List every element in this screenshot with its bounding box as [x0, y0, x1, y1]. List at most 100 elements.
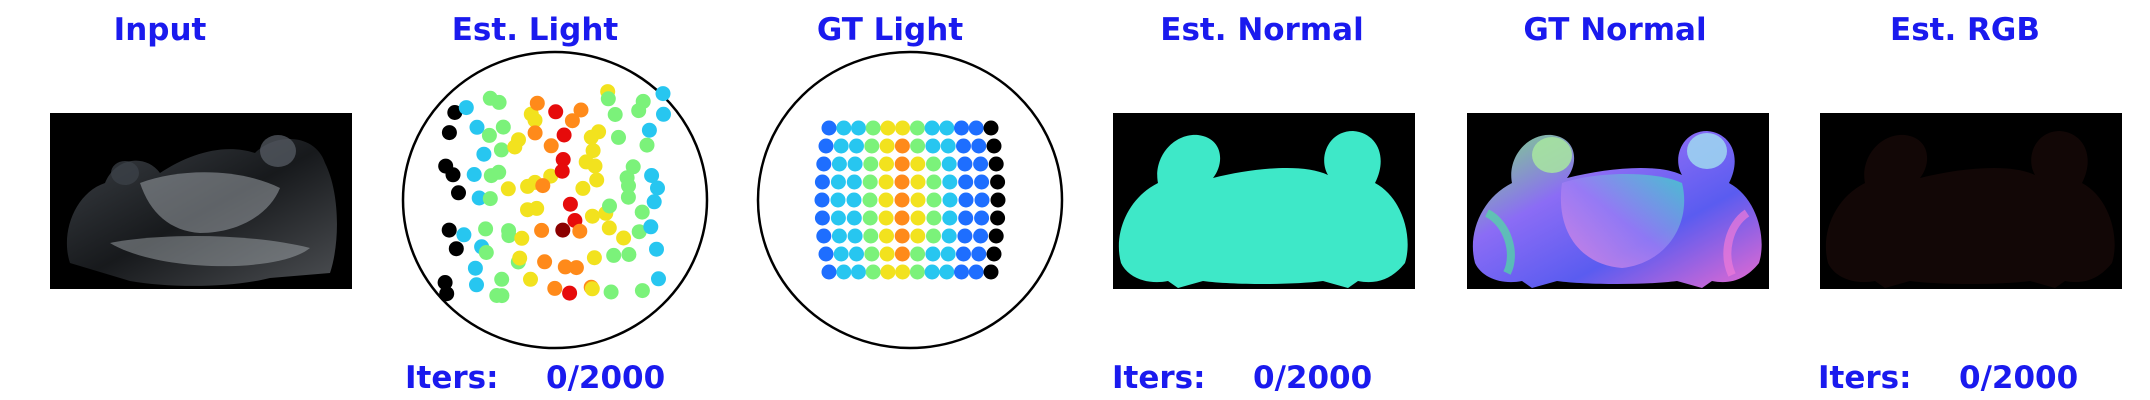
gt-light-point: [878, 192, 894, 208]
gt-light-point: [974, 192, 990, 208]
est-light-point: [494, 288, 510, 304]
gt-light-point: [957, 156, 973, 172]
est-light-point: [554, 163, 570, 179]
est-light-boundary: [401, 50, 709, 350]
gt-light-point: [833, 246, 849, 262]
gt-light-point: [940, 138, 956, 154]
gt-light-point: [926, 210, 942, 226]
est-light-point: [562, 285, 578, 301]
est-light-point: [523, 271, 538, 287]
est-light-point: [631, 224, 647, 240]
est-rgb-image: [1820, 113, 2122, 289]
gt-light-point: [910, 246, 926, 262]
est-light-point: [606, 247, 622, 263]
gt-light-point: [942, 192, 958, 208]
gt-light-point: [986, 138, 1002, 154]
gt-light-point: [988, 228, 1004, 244]
gt-light-point: [910, 228, 926, 244]
gt-light-point: [878, 174, 894, 190]
gt-light-point: [851, 120, 866, 136]
iters-label: Iters:: [1112, 360, 1206, 396]
est-light-point: [562, 196, 578, 212]
est-light-point: [555, 222, 571, 238]
est-light-point: [537, 254, 553, 270]
gt-light-point: [864, 246, 880, 262]
gt-normal-image: [1467, 113, 1769, 289]
gt-light-point: [863, 228, 879, 244]
est-normal-image: [1113, 113, 1415, 289]
gt-light-point: [990, 174, 1006, 190]
gt-light-point: [971, 138, 987, 154]
est-light-point: [451, 185, 466, 201]
est-light-point: [589, 172, 605, 188]
gt-light-point: [830, 210, 846, 226]
est-light-point: [650, 180, 665, 196]
gt-light-point: [894, 138, 910, 154]
gt-light-point: [816, 228, 832, 244]
gt-light-point: [847, 156, 863, 172]
gt-light-point: [846, 192, 862, 208]
est-light-point: [556, 127, 572, 143]
gt-light-point: [910, 210, 926, 226]
est-light-point: [494, 271, 510, 287]
est-light-point: [573, 102, 589, 118]
est-light-point: [493, 142, 509, 158]
gt-light-point: [878, 210, 894, 226]
gt-light-point: [939, 264, 955, 280]
gt-light-point: [851, 264, 866, 280]
gt-light-point: [879, 156, 894, 172]
est-light-point: [445, 167, 461, 183]
gt-light-point: [983, 264, 999, 280]
est-light-point: [511, 132, 526, 148]
est-light-point: [601, 220, 617, 236]
est-light-point: [529, 95, 545, 111]
est-light-point: [649, 241, 664, 257]
gt-light-point: [954, 120, 969, 136]
est-light-point: [469, 277, 484, 293]
est-light-point: [467, 260, 483, 276]
gt-light-point: [894, 192, 910, 208]
gt-light-point: [986, 246, 1002, 262]
gt-light-point: [926, 174, 942, 190]
gt-light-point: [849, 246, 864, 262]
est-light-point: [527, 125, 543, 141]
est-light-point: [557, 259, 573, 275]
gt-light-point: [924, 264, 940, 280]
gt-light-point: [862, 192, 878, 208]
gt-light-point: [910, 192, 926, 208]
gt-light-point: [926, 192, 942, 208]
gt-light-point: [925, 246, 941, 262]
est-light-point: [495, 119, 511, 135]
est-light-point: [529, 200, 545, 216]
gt-light-point: [895, 264, 911, 280]
est-light-point: [543, 138, 559, 154]
est-light-point: [471, 190, 487, 206]
est-light-point: [548, 104, 564, 120]
est-light-point: [603, 284, 619, 300]
gt-light-points: [814, 120, 1006, 280]
est-rgb-iters: Iters: 0/2000: [1818, 358, 2118, 398]
gt-light-point: [894, 228, 910, 244]
est-light-point: [602, 198, 617, 214]
est-light-point: [583, 129, 599, 145]
gt-light-point: [990, 192, 1006, 208]
est-light-point: [651, 271, 666, 287]
gt-light-point: [879, 138, 895, 154]
gt-light-point: [958, 192, 974, 208]
gt-light-point: [846, 174, 862, 190]
est-light-point: [514, 230, 530, 246]
gt-light-point: [821, 264, 837, 280]
input-image: [50, 113, 352, 289]
gt-light-point: [830, 174, 846, 190]
est-normal-silhouette: [1118, 131, 1408, 288]
est-light-point: [655, 86, 671, 102]
gt-light-point: [942, 210, 958, 226]
est-light-point: [641, 122, 657, 138]
est-light-title: Est. Light: [451, 12, 619, 48]
gt-light-point: [865, 264, 881, 280]
gt-light-point: [879, 228, 894, 244]
gt-light-point: [818, 138, 834, 154]
est-light-point: [584, 208, 600, 224]
gt-light-point: [909, 264, 925, 280]
gt-light-point: [939, 120, 955, 136]
